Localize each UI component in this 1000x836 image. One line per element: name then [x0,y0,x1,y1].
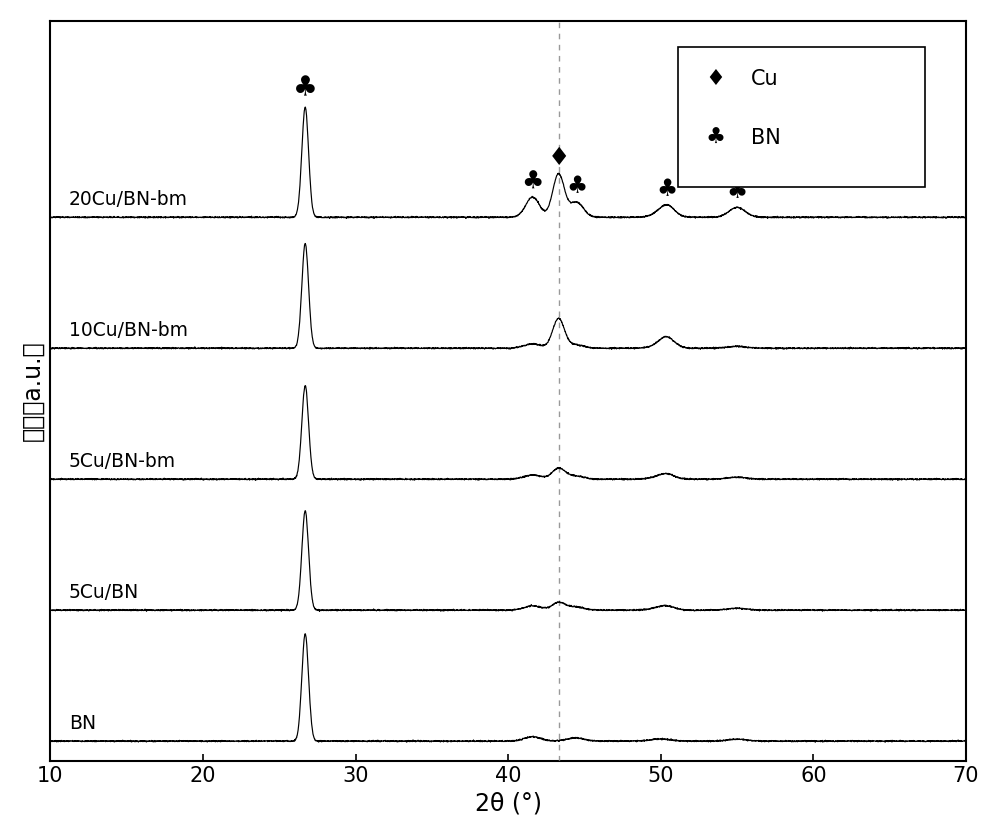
Text: ♣: ♣ [566,175,587,198]
Text: ♣: ♣ [726,179,748,203]
Text: Cu: Cu [751,69,778,89]
Text: ♦: ♦ [547,146,570,170]
Text: 5Cu/BN: 5Cu/BN [69,584,139,602]
Text: ♣: ♣ [656,177,677,201]
Text: 5Cu/BN-bm: 5Cu/BN-bm [69,452,176,472]
Text: BN: BN [69,714,96,733]
Text: ♣: ♣ [705,128,725,148]
Text: BN: BN [751,128,781,148]
Text: ♦: ♦ [705,69,725,89]
Text: 10Cu/BN-bm: 10Cu/BN-bm [69,321,188,340]
Text: 20Cu/BN-bm: 20Cu/BN-bm [69,191,188,209]
Text: ♣: ♣ [293,74,318,102]
Y-axis label: 强度（a.u.）: 强度（a.u.） [21,340,45,441]
X-axis label: 2θ (°): 2θ (°) [475,791,542,815]
Text: ♣: ♣ [521,169,544,193]
FancyBboxPatch shape [678,47,925,187]
